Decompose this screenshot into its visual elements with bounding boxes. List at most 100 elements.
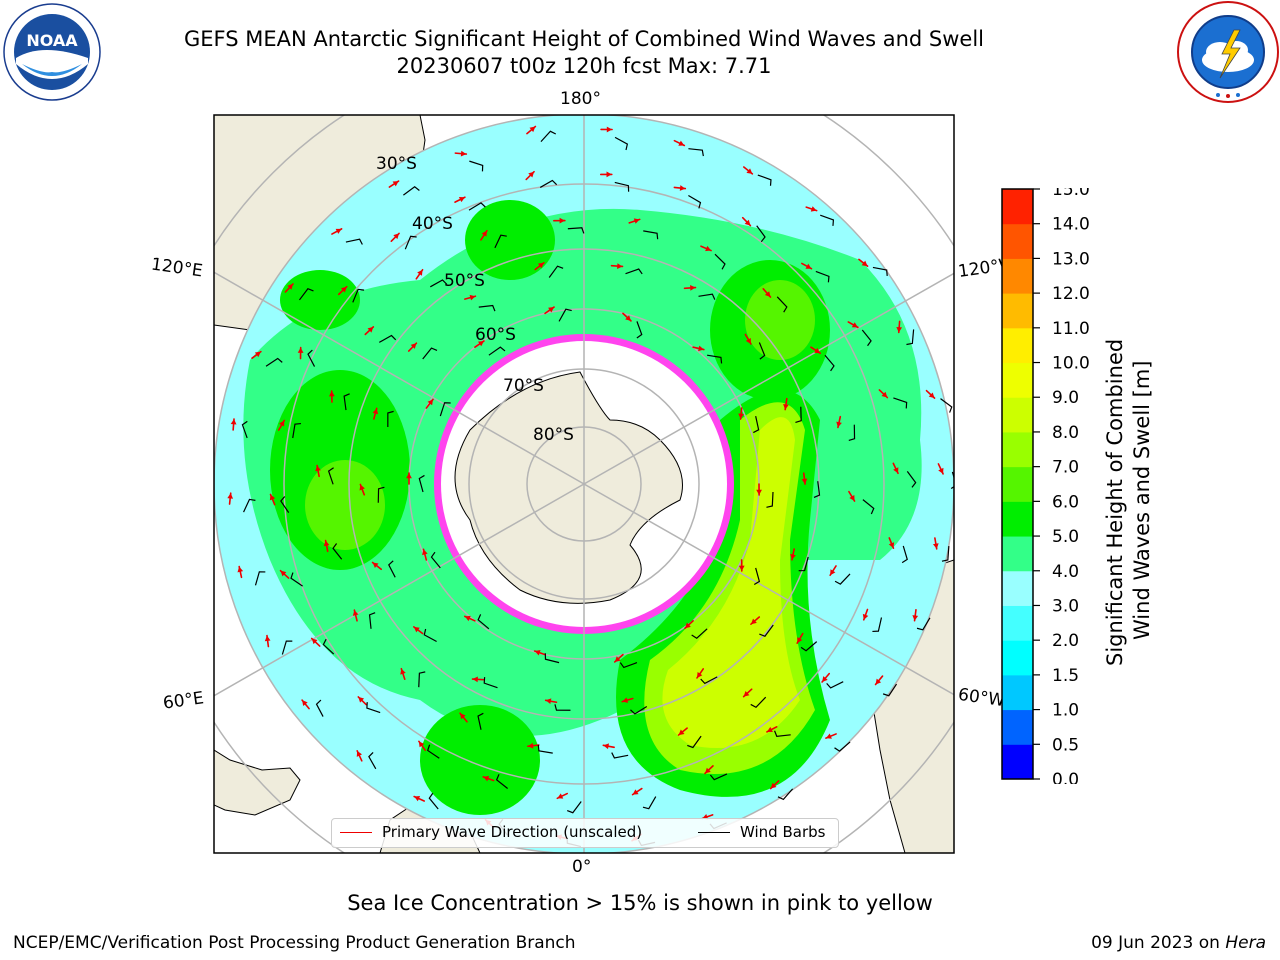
wind-barb: [636, 321, 643, 339]
wave-arrow-head: [393, 233, 400, 240]
wind-barb: [614, 181, 630, 192]
wave-arrow-head: [928, 392, 935, 399]
wind-barb: [280, 496, 290, 513]
wave-arrow-head: [764, 291, 771, 298]
noaa-logo: NOAA: [3, 3, 101, 101]
wind-barb: [906, 329, 915, 346]
footer-branch: NCEP/EMC/Verification Post Processing Pr…: [13, 933, 576, 953]
wave-arrow-head: [527, 742, 534, 749]
lat-label-60s: 60°S: [475, 325, 516, 345]
lat-label-70s: 70°S: [503, 376, 544, 396]
wind-barb: [834, 573, 851, 585]
wave-arrow-head: [537, 262, 544, 269]
wave-arrow-head: [912, 615, 919, 621]
colorbar-tick-label: 3.0: [1052, 596, 1079, 616]
wind-barb: [404, 235, 417, 250]
wind-barb: [614, 136, 629, 151]
wave-arrow-head: [881, 391, 888, 398]
colorbar-title-line1: Significant Height of Combined: [1103, 338, 1127, 666]
colorbar: 15.0 14.0 13.0 12.0 11.0 10.0 9.0 8.0 7.0 6.0 5.0 4…: [1001, 188, 1090, 784]
wave-arrow-head: [932, 543, 939, 549]
wave-arrow-head: [414, 796, 421, 802]
wind-barb: [290, 572, 303, 587]
wave-arrow-head: [311, 638, 318, 645]
wave-arrow-head: [481, 230, 487, 237]
wind-barb: [707, 354, 723, 364]
wind-barb: [611, 752, 629, 759]
wave-arrow-head: [356, 750, 362, 757]
wind-barb: [345, 238, 363, 245]
lat-label-80s: 80°S: [533, 425, 574, 445]
wave-arrow-head: [230, 419, 237, 425]
wind-barb: [315, 699, 324, 717]
lat-label-40s: 40°S: [412, 214, 453, 234]
land-antarctica: [454, 371, 683, 604]
wind-barb: [368, 612, 376, 629]
wave-arrow-head: [704, 767, 711, 774]
noaa-logo-text: NOAA: [26, 31, 78, 50]
colorbar-swatch: [1002, 570, 1033, 606]
colorbar-tick-label: 11.0: [1052, 319, 1090, 339]
colorbar-swatch: [1002, 223, 1033, 259]
wave-arrow-head: [625, 315, 631, 321]
wave-arrow-head: [315, 465, 321, 472]
wave-arrow-head: [705, 245, 712, 252]
footer-date-text: 09 Jun 2023 on: [1091, 933, 1226, 953]
wind-barb: [494, 234, 507, 249]
wave-arrow-head: [483, 775, 490, 782]
wind-barb: [815, 270, 830, 283]
wave-arrow-head: [528, 171, 535, 178]
wave-arrow-head: [328, 391, 335, 397]
wave-arrow-head: [460, 713, 466, 720]
colorbar-swatch: [1002, 431, 1033, 468]
map-frame: [213, 114, 955, 854]
wind-barb: [630, 706, 648, 715]
lon-label-0: 0°: [572, 857, 592, 877]
wave-arrow-head: [458, 197, 465, 203]
colorbar-tick-label: 9.0: [1052, 388, 1079, 408]
wind-barb: [777, 788, 794, 801]
wind-barb: [430, 551, 441, 569]
wind-barb: [483, 677, 498, 689]
wave-arrow-head: [406, 473, 412, 479]
wave-arrow-head: [679, 185, 686, 191]
wind-barb: [368, 751, 377, 770]
wave-arrow-head: [545, 698, 552, 705]
wave-arrow-head: [359, 484, 365, 491]
wave-arrow-head: [888, 542, 895, 549]
colorbar-swatch: [1002, 327, 1033, 364]
wave-arrow-head: [352, 610, 359, 616]
wind-barb: [698, 293, 716, 300]
wave-arrow-head: [297, 347, 304, 353]
wave-arrow-head: [822, 676, 828, 683]
colorbar-swatch: [1002, 674, 1033, 711]
wind-barb: [428, 792, 439, 810]
colorbar-swatch: [1002, 189, 1033, 225]
colorbar-swatch: [1002, 362, 1033, 398]
colorbar-tick-label: 15.0: [1052, 188, 1090, 200]
wave-arrow-head: [269, 494, 276, 501]
wind-barb: [901, 545, 908, 564]
wind-barb: [567, 227, 585, 234]
wind-barb: [488, 346, 506, 356]
wind-barb: [439, 402, 451, 417]
wind-barb: [625, 268, 643, 275]
wind-barb: [378, 334, 397, 343]
wave-arrow-head: [893, 467, 899, 474]
wind-barb: [848, 424, 856, 441]
wind-barb: [423, 628, 437, 643]
wave-arrow-head: [340, 286, 347, 293]
wave-arrow-head: [632, 789, 639, 795]
wave-arrow-head: [633, 218, 640, 224]
wind-barb: [834, 741, 851, 752]
wind-barb: [298, 288, 314, 301]
wind-barb: [537, 744, 553, 754]
wind-barb: [554, 704, 571, 711]
wind-barb: [759, 624, 774, 637]
wind-barb: [548, 265, 564, 278]
wind-barb: [941, 545, 950, 562]
wind-barb: [688, 194, 702, 209]
colorbar-tick-label: 8.0: [1052, 423, 1079, 443]
wave-arrow-head: [410, 343, 417, 349]
